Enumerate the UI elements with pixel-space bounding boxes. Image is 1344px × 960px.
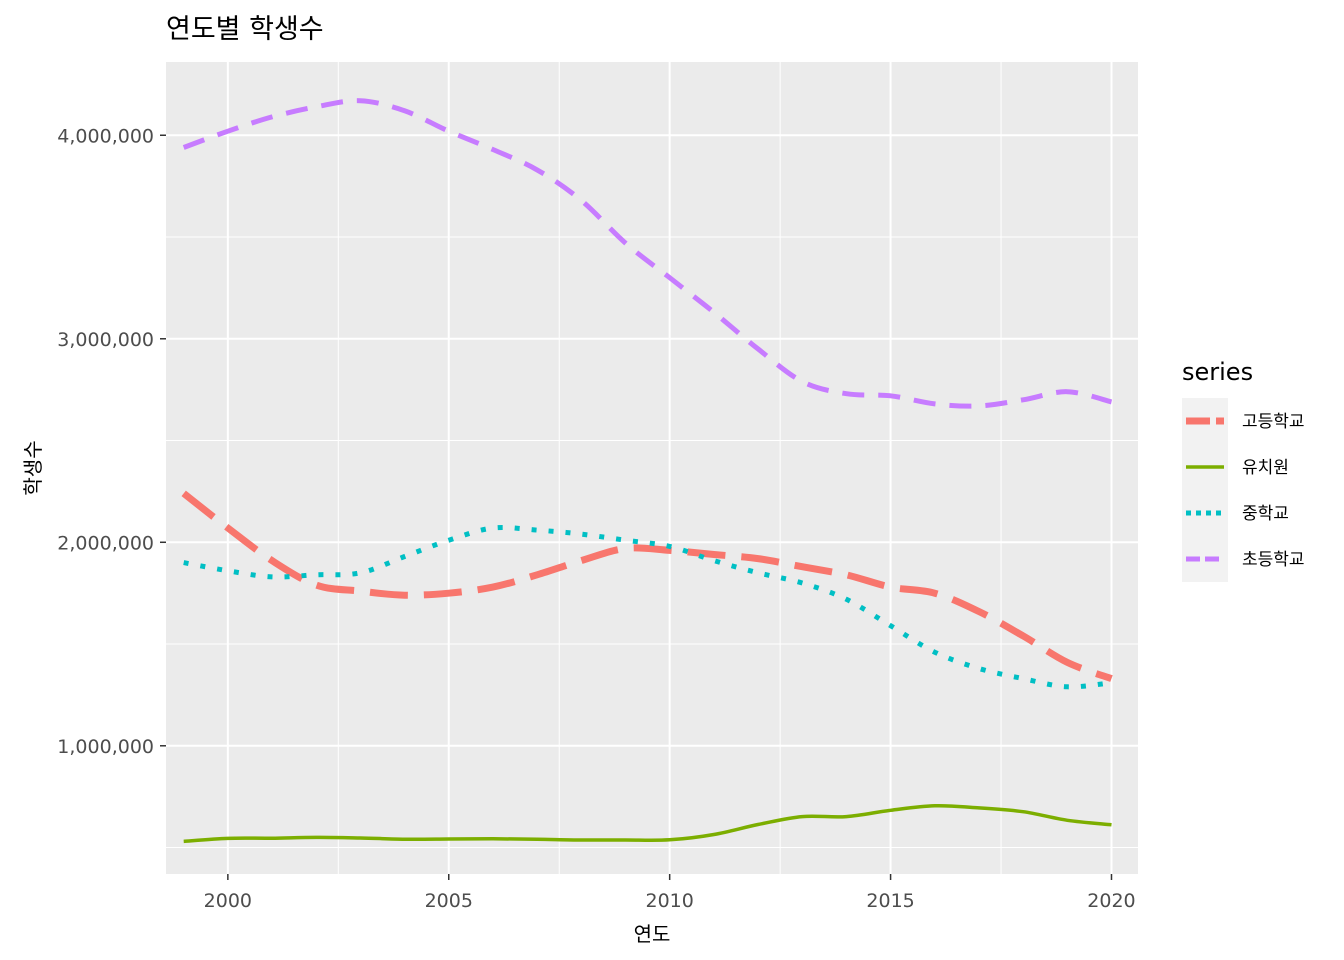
y-axis: 1,000,000 2,000,000 3,000,000 4,000,000	[57, 125, 166, 758]
x-tick-label: 2010	[645, 890, 693, 912]
legend-label: 유치원	[1242, 458, 1289, 478]
major-gridlines	[166, 62, 1138, 874]
x-tick-label: 2020	[1087, 890, 1135, 912]
series-line-3	[183, 524, 1112, 690]
legend-title: series	[1182, 358, 1253, 386]
minor-gridlines	[166, 62, 1138, 874]
chart-title: 연도별 학생수	[166, 14, 324, 45]
y-axis-title: 학생수	[21, 440, 45, 495]
y-tick-label: 4,000,000	[57, 125, 154, 147]
x-tick-label: 2000	[204, 890, 252, 912]
y-tick-label: 2,000,000	[57, 532, 154, 554]
y-tick-label: 3,000,000	[57, 329, 154, 351]
series-line-1	[181, 490, 1113, 682]
series-lines	[181, 98, 1113, 844]
plot-panel	[166, 62, 1138, 874]
legend-label: 중학교	[1242, 504, 1289, 524]
series-line-2	[183, 803, 1112, 844]
x-tick-label: 2015	[866, 890, 914, 912]
legend-label: 초등학교	[1242, 550, 1305, 570]
x-axis-title: 연도	[634, 922, 671, 946]
y-tick-label: 1,000,000	[57, 736, 154, 758]
series-line-4	[182, 98, 1113, 409]
x-tick-label: 2005	[425, 890, 473, 912]
x-axis: 2000 2005 2010 2015 2020	[204, 874, 1136, 912]
legend-label: 고등학교	[1242, 412, 1305, 432]
